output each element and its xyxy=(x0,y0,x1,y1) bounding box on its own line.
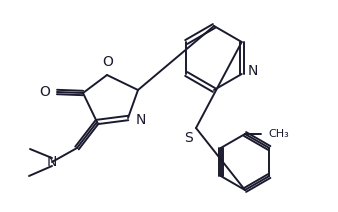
Text: O: O xyxy=(39,85,50,99)
Text: N: N xyxy=(47,155,57,169)
Text: S: S xyxy=(184,131,193,145)
Text: N: N xyxy=(136,113,146,127)
Text: N: N xyxy=(248,64,258,78)
Text: CH₃: CH₃ xyxy=(268,129,289,139)
Text: O: O xyxy=(102,55,114,69)
